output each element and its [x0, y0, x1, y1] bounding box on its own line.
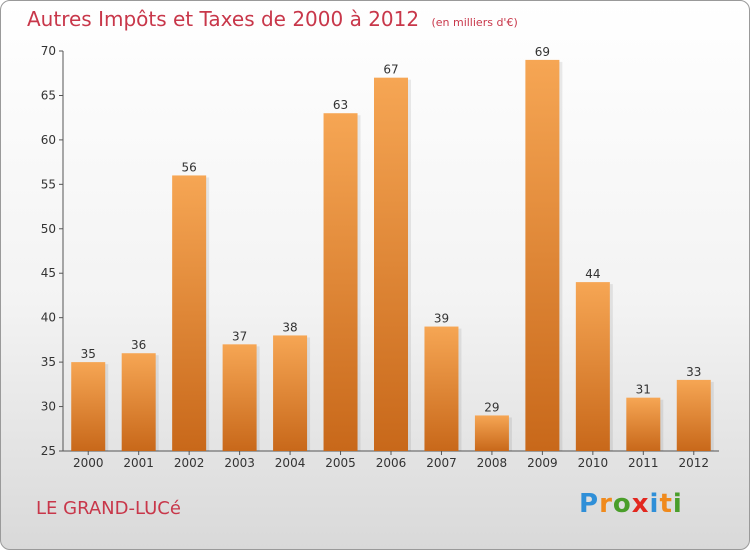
bar-2005	[323, 113, 358, 451]
x-tick-label-2001: 2001	[123, 456, 154, 470]
data-label-2010: 44	[585, 267, 600, 281]
data-label-2001: 36	[131, 338, 146, 352]
data-label-2000: 35	[81, 347, 96, 361]
x-tick-label-2000: 2000	[73, 456, 104, 470]
data-label-2008: 29	[484, 400, 499, 414]
bar-2012	[676, 379, 711, 451]
logo-letter: t	[659, 489, 673, 519]
logo-letter: x	[631, 489, 650, 519]
x-tick-label-2010: 2010	[578, 456, 609, 470]
x-tick-label-2009: 2009	[527, 456, 558, 470]
data-label-2004: 38	[282, 320, 297, 334]
x-tick-label-2003: 2003	[224, 456, 255, 470]
data-label-2009: 69	[535, 45, 550, 59]
x-tick-label-2006: 2006	[376, 456, 407, 470]
y-tick-label: 50	[41, 222, 56, 236]
bar-2003	[222, 344, 257, 451]
bar-2000	[71, 362, 106, 451]
bar-2008	[474, 415, 509, 451]
y-tick-label: 25	[41, 444, 56, 458]
data-label-2011: 31	[636, 383, 651, 397]
y-tick-label: 65	[41, 88, 56, 102]
x-tick-label-2002: 2002	[174, 456, 205, 470]
y-tick-label: 30	[41, 400, 56, 414]
proxiti-logo[interactable]: Proxiti	[579, 489, 683, 519]
y-tick-label: 45	[41, 266, 56, 280]
bar-2011	[626, 397, 661, 451]
y-tick-label: 70	[41, 44, 56, 58]
x-tick-label-2008: 2008	[477, 456, 508, 470]
chart-title-text: Autres Impôts et Taxes de 2000 à 2012	[27, 7, 420, 31]
x-tick-label-2007: 2007	[426, 456, 457, 470]
x-tick-label-2005: 2005	[325, 456, 356, 470]
data-label-2002: 56	[182, 160, 197, 174]
logo-letter: i	[672, 489, 683, 519]
y-tick-label: 35	[41, 355, 56, 369]
data-label-2012: 33	[686, 365, 701, 379]
chart-subtitle: (en milliers d'€)	[431, 16, 518, 29]
y-tick-label: 60	[41, 133, 56, 147]
bar-2007	[424, 326, 459, 451]
x-tick-label-2004: 2004	[275, 456, 306, 470]
logo-letter: o	[612, 489, 632, 519]
bar-2006	[374, 77, 408, 452]
bar-2004	[273, 335, 308, 451]
bar-2001	[121, 353, 156, 451]
bar-2002	[172, 175, 207, 451]
data-label-2007: 39	[434, 312, 449, 326]
logo-letter: r	[599, 489, 613, 519]
data-label-2003: 37	[232, 329, 247, 343]
x-tick-label-2012: 2012	[678, 456, 709, 470]
y-tick-label: 55	[41, 177, 56, 191]
bar-2010	[575, 282, 610, 451]
chart-title: Autres Impôts et Taxes de 2000 à 2012 (e…	[27, 7, 518, 31]
bar-2009	[525, 59, 560, 452]
logo-letter: P	[579, 489, 600, 519]
place-name: LE GRAND-LUCé	[36, 498, 181, 519]
x-tick-label-2011: 2011	[628, 456, 659, 470]
logo-letter: i	[649, 489, 660, 519]
data-label-2005: 63	[333, 98, 348, 112]
data-label-2006: 67	[383, 63, 398, 77]
y-tick-label: 40	[41, 311, 56, 325]
